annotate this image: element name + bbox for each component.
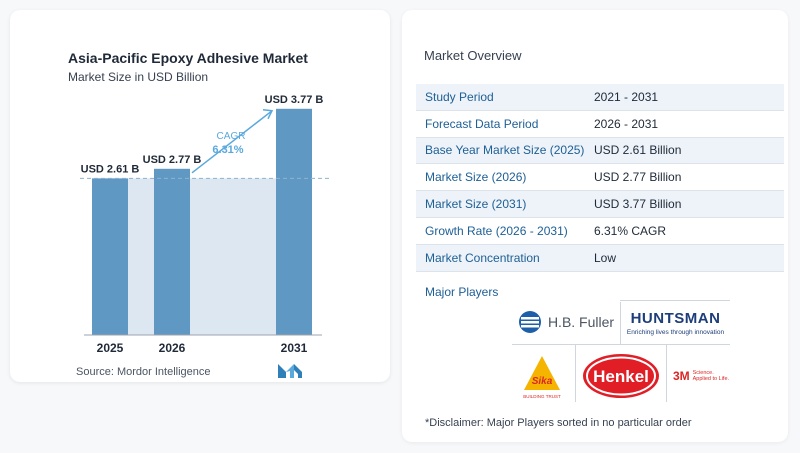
hb-fuller-logo: H.B. Fuller (512, 300, 620, 344)
3m-tagline-line-2: Applied to Life. (692, 376, 730, 382)
chart-subtitle: Market Size in USD Billion (68, 70, 209, 84)
overview-row-value: USD 3.77 Billion (594, 197, 682, 212)
x-tick-label-2026: 2026 (159, 341, 186, 355)
overview-title: Market Overview (424, 48, 522, 63)
3m-wordmark: 3M (672, 369, 690, 383)
overview-row-label: Market Size (2031) (425, 197, 527, 212)
logo-grid-divider (620, 300, 730, 301)
bar-2031 (276, 108, 312, 335)
hb-fuller-emblem-icon (518, 311, 541, 333)
overview-row-value: USD 2.61 Billion (594, 143, 682, 158)
sika-logo: Sika BUILDING TRUST (512, 352, 572, 402)
overview-row-value: Low (594, 250, 617, 265)
logo-grid-divider (575, 344, 576, 402)
overview-row-label: Market Size (2026) (425, 170, 527, 185)
cagr-arrow-line (191, 110, 273, 174)
major-players-title: Major Players (425, 285, 499, 299)
bar-2026 (154, 168, 190, 335)
overview-row-label: Study Period (425, 89, 494, 104)
reference-band (92, 178, 312, 335)
data-label-2025: USD 2.61 B (81, 163, 140, 175)
cagr-label: CAGR (217, 131, 246, 142)
3m-tagline: Science. Applied to Life. (693, 370, 729, 382)
overview-row: Forecast Data Period 2026 - 2031 (416, 111, 784, 138)
cagr-arrow-head (262, 109, 274, 120)
data-label-2031: USD 3.77 B (265, 94, 324, 106)
3m-logo: 3M Science. Applied to Life. (666, 352, 736, 400)
disclaimer-text: *Disclaimer: Major Players sorted in no … (425, 417, 692, 429)
cagr-value: 6.31% (212, 144, 243, 156)
chart-title: Asia-Pacific Epoxy Adhesive Market (68, 50, 308, 66)
huntsman-wordmark: HUNTSMAN (630, 310, 721, 327)
overview-row: Market Concentration Low (416, 244, 784, 272)
overview-row: Growth Rate (2026 - 2031) 6.31% CAGR (416, 218, 784, 245)
logo-grid-divider (666, 344, 667, 402)
overview-row: Base Year Market Size (2025) USD 2.61 Bil… (416, 137, 784, 165)
overview-row: Study Period 2021 - 2031 (416, 84, 784, 111)
hb-fuller-wordmark: H.B. Fuller (547, 314, 615, 330)
overview-row-value: 2026 - 2031 (594, 116, 659, 131)
overview-row-value: USD 2.77 Billion (594, 170, 682, 185)
source-text: Source: Mordor Intelligence (76, 366, 211, 378)
overview-row: Market Size (2026) USD 2.77 Billion (416, 164, 784, 192)
overview-row-label: Market Concentration (425, 250, 540, 265)
henkel-logo-mark: Henkel (583, 354, 659, 398)
sika-tagline: BUILDING TRUST (523, 394, 561, 399)
bar-2025 (92, 178, 128, 335)
sika-wordmark: Sika (532, 376, 553, 387)
huntsman-logo: HUNTSMAN Enriching lives through innovat… (620, 302, 730, 344)
overview-row-value: 2021 - 2031 (594, 89, 659, 104)
overview-table: Study Period 2021 - 2031 Forecast Data Per… (416, 84, 784, 272)
overview-row-label: Base Year Market Size (2025) (425, 143, 585, 158)
x-tick-label-2025: 2025 (97, 341, 124, 355)
sika-logo-mark: Sika BUILDING TRUST (523, 356, 561, 399)
huntsman-tagline: Enriching lives through innovation (626, 329, 725, 336)
overview-row-value: 6.31% CAGR (594, 223, 667, 238)
logo-grid-divider (512, 344, 730, 345)
henkel-wordmark: Henkel (593, 367, 649, 386)
3m-tagline-line-1: Science. (692, 369, 714, 376)
overview-row: Market Size (2031) USD 3.77 Billion (416, 191, 784, 218)
data-label-2026: USD 2.77 B (143, 154, 202, 166)
x-tick-label-2031: 2031 (281, 341, 308, 355)
overview-row-label: Forecast Data Period (425, 116, 539, 131)
mordor-intelligence-logo-icon (278, 364, 302, 378)
henkel-logo: Henkel (578, 350, 664, 402)
overview-row-label: Growth Rate (2026 - 2031) (425, 223, 568, 238)
bar-chart: USD 2.61 B 2025 USD 2.77 B 2026 USD 3.77 B 20… (80, 94, 330, 355)
